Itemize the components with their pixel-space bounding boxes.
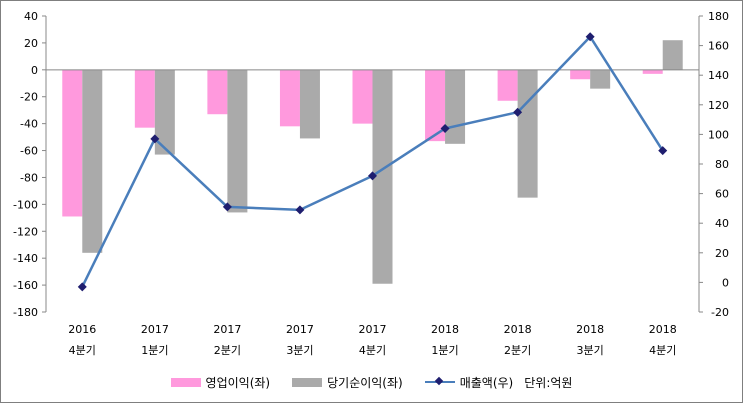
legend-item-operating-profit: 영업이익(좌) [170,374,271,391]
right-tick-label: 100 [708,128,729,141]
x-year-label: 2018 [431,323,459,336]
left-tick-label: -120 [13,225,38,238]
x-year-label: 2017 [141,323,169,336]
x-year-label: 2017 [359,323,387,336]
left-tick-label: -160 [13,279,38,292]
bar-operating-profit-3 [279,69,300,127]
x-year-label: 2017 [213,323,241,336]
x-year-label: 2018 [576,323,604,336]
legend-label-operating-profit: 영업이익(좌) [205,375,271,390]
left-tick-label: -20 [20,91,38,104]
axes-layer: -180 -160 -140 -120 -100 -80 -60 -40 -20 0 20 40 -20… [13,10,729,319]
bar-net-income-6 [517,69,538,198]
x-labels-layer: 2016 4분기 2017 1분기 2017 2분기 2017 3분기 2017 4분기 2018 1… [68,323,676,357]
x-year-label: 2017 [286,323,314,336]
revenue-point-0 [77,282,87,292]
legend-swatch-operating-profit [170,377,201,387]
left-tick-label: 0 [31,64,38,77]
right-tick-label: 140 [708,69,729,82]
left-tick-label: -100 [13,198,38,211]
x-quarter-label: 4분기 [649,344,676,357]
bar-net-income-8 [662,40,683,70]
right-tick-label: 0 [722,276,729,289]
bar-operating-profit-8 [642,69,663,74]
revenue-point-2 [222,202,232,212]
left-tick-label: -40 [20,118,38,131]
right-tick-label: 60 [715,188,729,201]
left-tick-label: -180 [13,306,38,319]
x-quarter-label: 4분기 [69,344,96,357]
x-quarter-label: 3분기 [286,344,313,357]
right-tick-label: 160 [708,40,729,53]
x-quarter-label: 2분기 [504,344,531,357]
revenue-point-4 [368,171,377,181]
right-tick-label: 120 [708,99,729,112]
right-tick-label: 180 [708,10,729,23]
bar-net-income-3 [299,69,320,139]
right-tick-label: 20 [715,247,729,260]
bar-operating-profit-4 [352,69,373,124]
x-year-label: 2018 [504,323,532,336]
left-tick-label: 40 [24,10,38,23]
x-year-label: 2018 [649,323,677,336]
left-tick-label: -80 [20,171,38,184]
x-quarter-label: 3분기 [577,344,604,357]
right-tick-label: 40 [715,217,729,230]
bar-operating-profit-2 [207,69,228,115]
unit-note: 단위:억원 [524,375,573,390]
bar-net-income-7 [590,69,611,89]
left-tick-label: 20 [24,37,38,50]
revenue-point-8 [658,146,668,156]
left-tick-label: -140 [13,252,38,265]
revenue-point-5 [440,123,450,133]
legend: 영업이익(좌) 당기순이익(좌) 매출액(우) 단위:억원 [0,372,743,392]
bar-net-income-2 [227,69,248,213]
bar-net-income-5 [445,69,466,144]
legend-swatch-revenue [424,377,455,387]
x-quarter-label: 1분기 [431,344,458,357]
left-tick-label: -60 [20,145,38,158]
bar-net-income-0 [82,69,103,253]
revenue-point-6 [513,107,523,117]
legend-label-revenue: 매출액(우) [459,375,514,390]
legend-item-revenue: 매출액(우) 단위:억원 [424,374,573,391]
x-quarter-label: 4분기 [359,344,386,357]
revenue-point-1 [150,134,160,144]
right-tick-label: 80 [715,158,729,171]
bars-layer [62,40,683,284]
bar-operating-profit-1 [134,69,155,128]
bar-operating-profit-6 [497,69,518,101]
line-layer [77,32,668,292]
bar-operating-profit-0 [62,69,83,217]
right-tick-label: -20 [711,306,729,319]
x-year-label: 2016 [68,323,96,336]
bar-net-income-1 [154,69,175,155]
x-quarter-label: 1분기 [141,344,168,357]
bar-net-income-4 [372,69,393,284]
bar-operating-profit-7 [570,69,591,80]
legend-item-net-income: 당기순이익(좌) [292,374,403,391]
revenue-point-3 [295,205,305,215]
legend-label-net-income: 당기순이익(좌) [327,375,403,390]
legend-swatch-net-income [292,377,323,387]
bar-operating-profit-5 [425,69,446,142]
x-quarter-label: 2분기 [214,344,241,357]
revenue-point-7 [585,32,595,42]
